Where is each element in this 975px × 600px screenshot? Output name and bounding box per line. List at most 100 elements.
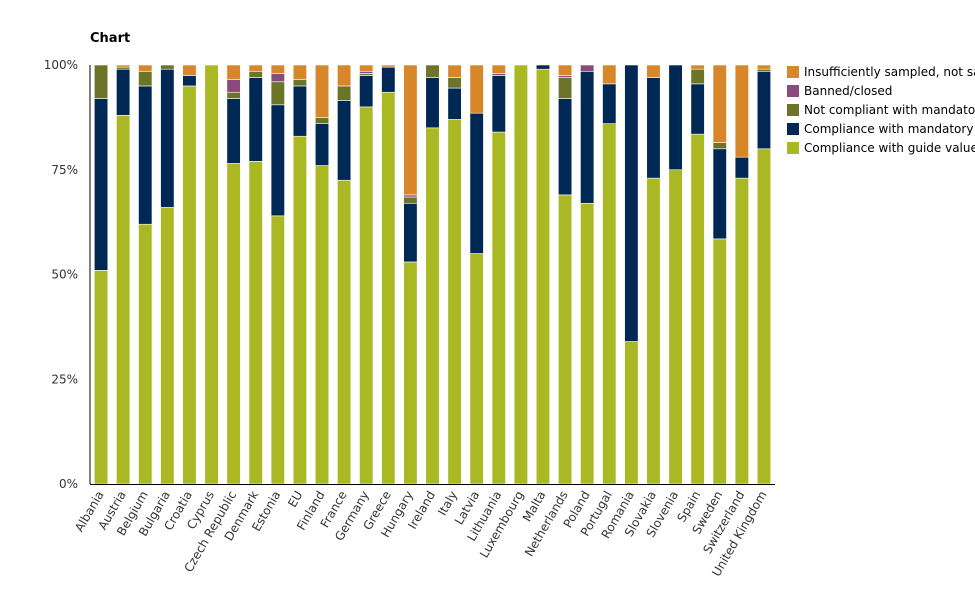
bar-segment[interactable] [337,179,352,485]
bar-segment[interactable] [403,261,418,485]
bar-segment[interactable] [690,83,705,135]
bar-segment[interactable] [138,70,153,87]
bar-segment[interactable] [248,70,263,78]
bar-segment[interactable] [690,133,705,485]
bar-segment[interactable] [447,64,462,78]
bar-segment[interactable] [381,91,396,485]
bar-segment[interactable] [403,196,418,204]
bar-segment[interactable] [226,98,241,164]
bar-segment[interactable] [712,64,727,143]
bar-segment[interactable] [160,68,175,208]
legend-item[interactable]: Compliance with mandatory values [787,119,975,138]
bar-segment[interactable] [558,64,573,76]
bar-segment[interactable] [535,68,551,485]
bar-segment[interactable] [403,194,418,198]
bar-segment[interactable] [270,104,285,217]
bar-segment[interactable] [292,135,307,485]
bar-segment[interactable] [624,64,639,342]
bar-segment[interactable] [359,64,374,72]
bar-segment[interactable] [226,79,241,93]
bar-segment[interactable] [535,64,551,70]
bar-segment[interactable] [491,75,506,133]
bar-segment[interactable] [491,64,506,74]
bar-segment[interactable] [668,169,683,485]
bar-segment[interactable] [756,64,772,70]
bar-segment[interactable] [138,85,153,225]
bar-segment[interactable] [93,98,109,271]
bar-segment[interactable] [270,215,285,485]
bar-segment[interactable] [182,75,197,87]
bar-segment[interactable] [182,64,197,76]
bar-segment[interactable] [646,77,661,179]
bar-segment[interactable] [226,64,241,80]
legend-item[interactable]: Compliance with guide values [787,138,975,157]
bar-segment[interactable] [403,202,418,263]
bar-segment[interactable] [138,223,153,485]
bar-segment[interactable] [314,123,330,166]
bar-segment[interactable] [712,142,727,150]
bar-segment[interactable] [734,156,749,179]
bar-segment[interactable] [314,165,330,485]
bar-segment[interactable] [469,253,484,485]
bar-segment[interactable] [226,163,241,485]
bar-segment[interactable] [712,238,727,485]
bar-segment[interactable] [668,64,683,171]
bar-segment[interactable] [381,64,396,68]
bar-segment[interactable] [580,64,595,72]
bar-segment[interactable] [425,127,440,485]
bar-segment[interactable] [116,64,131,68]
bar-segment[interactable] [403,64,418,196]
bar-segment[interactable] [248,161,263,485]
bar-segment[interactable] [116,66,131,70]
bar-segment[interactable] [447,119,462,485]
bar-segment[interactable] [734,177,749,485]
bar-segment[interactable] [292,64,307,80]
bar-segment[interactable] [381,66,396,93]
bar-segment[interactable] [491,131,506,485]
bar-segment[interactable] [292,85,307,137]
bar-segment[interactable] [558,75,573,78]
bar-segment[interactable] [602,83,617,124]
bar-segment[interactable] [425,64,440,78]
bar-segment[interactable] [447,77,462,89]
bar-segment[interactable] [712,148,727,240]
bar-segment[interactable] [469,112,484,254]
bar-segment[interactable] [204,64,219,485]
bar-segment[interactable] [359,73,374,76]
bar-segment[interactable] [734,64,749,158]
bar-segment[interactable] [602,123,617,485]
bar-segment[interactable] [337,85,352,101]
bar-segment[interactable] [93,270,109,485]
bar-segment[interactable] [602,64,617,85]
bar-segment[interactable] [314,117,330,124]
bar-segment[interactable] [359,106,374,485]
bar-segment[interactable] [359,70,374,74]
bar-segment[interactable] [756,70,772,150]
legend-item[interactable]: Banned/closed [787,81,975,100]
bar-segment[interactable] [337,64,352,87]
bar-segment[interactable] [469,64,484,114]
bar-segment[interactable] [182,85,197,485]
legend-item[interactable]: Insufficiently sampled, not sampled or n… [787,62,975,81]
bar-segment[interactable] [292,79,307,87]
bar-segment[interactable] [491,73,506,76]
bar-segment[interactable] [116,114,131,485]
bar-segment[interactable] [580,202,595,485]
bar-segment[interactable] [270,81,285,106]
bar-segment[interactable] [359,75,374,108]
bar-segment[interactable] [425,77,440,129]
bar-segment[interactable] [646,64,661,78]
bar-segment[interactable] [690,64,705,70]
bar-segment[interactable] [558,77,573,99]
bar-segment[interactable] [270,64,285,74]
bar-segment[interactable] [756,148,772,485]
bar-segment[interactable] [248,77,263,162]
bar-segment[interactable] [690,68,705,85]
bar-segment[interactable] [160,207,175,485]
bar-segment[interactable] [116,68,131,116]
bar-segment[interactable] [314,64,330,118]
bar-segment[interactable] [138,64,153,72]
bar-segment[interactable] [646,177,661,485]
bar-segment[interactable] [624,341,639,485]
bar-segment[interactable] [270,73,285,83]
